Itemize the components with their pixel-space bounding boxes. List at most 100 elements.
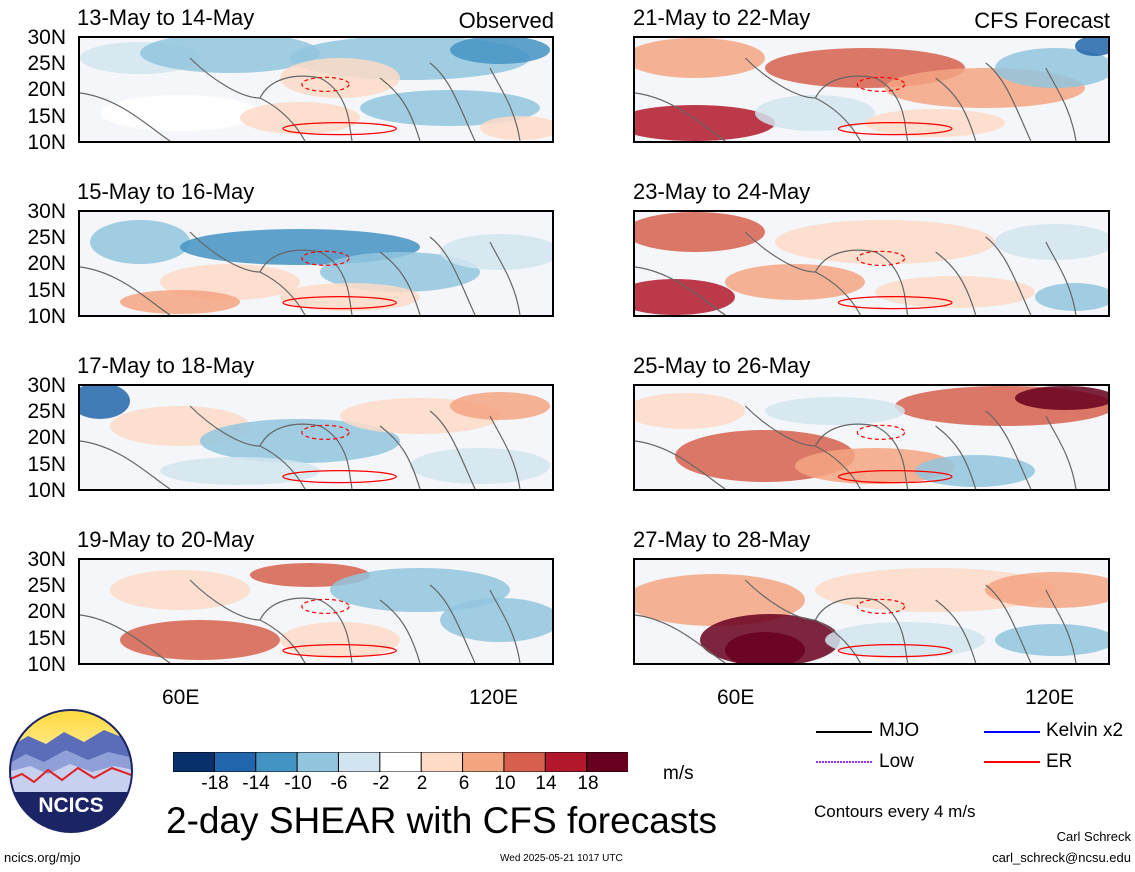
shear-field-obs-3	[80, 386, 552, 489]
er-contour-negative	[856, 76, 906, 92]
lat-label-15n: 15N	[27, 627, 66, 650]
colorbar-level: 14	[535, 773, 557, 794]
er-contour-negative	[301, 424, 350, 440]
shear-blob	[765, 397, 905, 425]
shear-blob	[995, 624, 1108, 656]
map-panel-fcst-4	[633, 558, 1110, 665]
colorbar-swatch	[172, 751, 216, 773]
lat-label-15n: 15N	[27, 453, 66, 476]
lat-label-30n: 30N	[27, 26, 66, 49]
er-contour-negative	[856, 424, 906, 440]
panel-title-obs-1: 13-May to 14-May	[77, 5, 255, 30]
shear-blob	[360, 90, 540, 126]
colorbar-level: 18	[577, 773, 599, 794]
colorbar-level: 10	[494, 773, 516, 794]
lat-label-30n: 30N	[27, 200, 66, 223]
shear-blob	[450, 38, 550, 64]
shear-blob	[280, 58, 400, 98]
shear-blob	[875, 276, 1035, 308]
colorbar-level: 6	[458, 773, 470, 794]
er-contour	[837, 121, 953, 136]
colorbar-swatch	[420, 751, 464, 773]
colorbar-swatch	[586, 751, 630, 773]
colorbar-swatch	[544, 751, 588, 773]
legend-line-low	[816, 761, 872, 763]
er-contour-negative	[301, 250, 350, 266]
shear-blob	[90, 220, 190, 264]
er-contour	[837, 643, 953, 658]
shear-blob	[200, 419, 400, 463]
legend-label-mjo: MJO	[879, 720, 920, 741]
shear-blob	[1075, 38, 1108, 56]
shear-blob	[725, 632, 805, 663]
colorbar-level: -6	[330, 773, 348, 794]
panel-title-fcst-2: 23-May to 24-May	[633, 179, 811, 204]
map-panel-fcst-2	[633, 210, 1110, 317]
legend-label-kelvin: Kelvin x2	[1046, 720, 1124, 741]
shear-field-obs-1	[80, 38, 552, 141]
shear-blob	[1015, 386, 1108, 410]
lat-label-10n: 10N	[27, 653, 66, 676]
lat-label-30n: 30N	[27, 548, 66, 571]
er-contour	[282, 643, 397, 658]
colorbar-swatch	[255, 751, 299, 773]
lat-label-20n: 20N	[27, 252, 66, 275]
shear-blob	[330, 568, 510, 612]
lon-label-60e: 60E	[717, 686, 755, 709]
ncics-logo: NCICS	[8, 708, 134, 834]
shear-blob	[100, 95, 260, 131]
ncics-logo-text: NCICS	[38, 794, 103, 817]
shear-blob	[635, 105, 775, 141]
er-contour	[282, 295, 397, 310]
shear-blob	[140, 38, 320, 73]
shear-blob	[440, 234, 552, 270]
map-panel-obs-3	[78, 384, 554, 491]
contour-interval-note: Contours every 4 m/s	[814, 802, 976, 821]
shear-blob	[815, 568, 1055, 612]
colorbar	[172, 751, 630, 773]
footer-email[interactable]: carl_schreck@ncsu.edu	[992, 850, 1131, 865]
er-contour	[837, 469, 953, 484]
er-contour-negative	[856, 250, 906, 266]
panel-title-fcst-4: 27-May to 28-May	[633, 527, 811, 552]
shear-blob	[110, 570, 250, 610]
colorbar-swatch	[379, 751, 423, 773]
colorbar-level: -14	[242, 773, 270, 794]
colorbar-swatch	[213, 751, 257, 773]
colorbar-level: -18	[201, 773, 229, 794]
lat-label-10n: 10N	[27, 305, 66, 328]
panel-title-obs-3: 17-May to 18-May	[77, 353, 255, 378]
panel-title-obs-2: 15-May to 16-May	[77, 179, 255, 204]
shear-field-fcst-2	[635, 212, 1108, 315]
lat-label-30n: 30N	[27, 374, 66, 397]
shear-blob	[160, 457, 320, 485]
shear-blob	[995, 224, 1108, 260]
colorbar-level: -2	[372, 773, 390, 794]
shear-blob	[635, 393, 745, 429]
shear-field-obs-4	[80, 560, 552, 663]
panel-title-obs-4: 19-May to 20-May	[77, 527, 255, 552]
cfs-forecast-label: CFS Forecast	[974, 8, 1110, 33]
footer-url[interactable]: ncics.org/mjo	[4, 850, 81, 865]
lat-label-10n: 10N	[27, 479, 66, 502]
er-contour	[282, 121, 397, 136]
shear-blob	[280, 622, 400, 658]
shear-blob	[635, 38, 765, 78]
shear-field-fcst-3	[635, 386, 1108, 489]
shear-blob	[865, 109, 1005, 137]
shear-blob	[995, 48, 1108, 88]
lat-label-20n: 20N	[27, 78, 66, 101]
shear-field-obs-2	[80, 212, 552, 315]
lat-label-15n: 15N	[27, 105, 66, 128]
panel-title-fcst-3: 25-May to 26-May	[633, 353, 811, 378]
shear-blob	[120, 620, 280, 660]
er-contour	[282, 469, 397, 484]
map-panel-fcst-1	[633, 36, 1110, 143]
map-panel-fcst-3	[633, 384, 1110, 491]
legend-label-er: ER	[1046, 751, 1073, 772]
footer-timestamp: Wed 2025-05-21 1017 UTC	[500, 853, 623, 864]
lon-label-60e: 60E	[162, 686, 200, 709]
colorbar-swatch	[296, 751, 340, 773]
shear-blob	[635, 574, 805, 626]
observed-label: Observed	[458, 8, 554, 33]
